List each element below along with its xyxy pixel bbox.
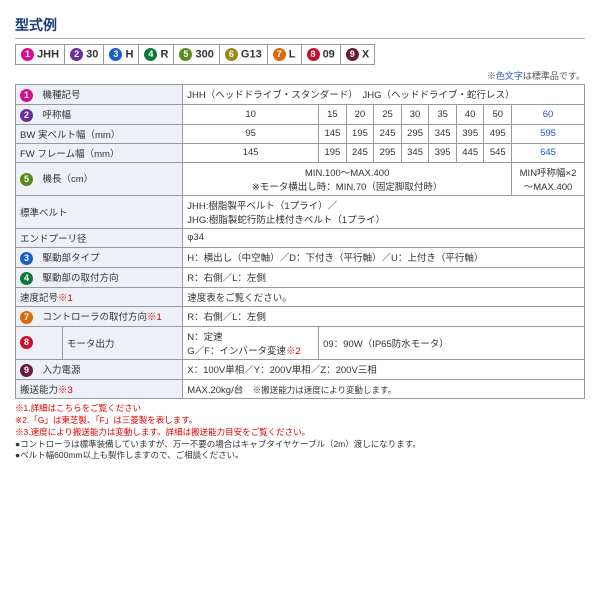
- model-cell: 7 L: [267, 45, 301, 65]
- model-cell: 1 JHH: [16, 45, 65, 65]
- spec-cell: 145: [183, 143, 319, 162]
- model-cell: 2 30: [65, 45, 104, 65]
- spec-cell: 245: [374, 124, 402, 143]
- spec-cell: 545: [484, 143, 512, 162]
- spec-cell: 25: [374, 104, 402, 124]
- spec-cell: 20: [346, 104, 374, 124]
- spec-cell: 40: [456, 104, 484, 124]
- color-note: ※色文字は標準品です。: [15, 69, 585, 82]
- spec-cell: 345: [429, 124, 457, 143]
- spec-table: 1 機種記号 JHH（ヘッドドライブ・スタンダード） JHG（ヘッドドライブ・蛇…: [15, 84, 585, 399]
- spec-cell: 295: [401, 124, 429, 143]
- spec-cell: 445: [456, 143, 484, 162]
- spec-cell: 30: [401, 104, 429, 124]
- model-cell: 8 09: [301, 45, 340, 65]
- spec-cell: 35: [429, 104, 457, 124]
- spec-cell: 645: [512, 143, 585, 162]
- spec-cell: 50: [484, 104, 512, 124]
- spec-cell: 145: [319, 124, 347, 143]
- section-title: 型式例: [15, 15, 585, 39]
- model-cell: 3 H: [104, 45, 139, 65]
- model-cell: 9 X: [340, 45, 374, 65]
- footnotes: ※1.詳細はこちらをご覧ください※2.「G」は東芝製、「F」は三菱製を表します。…: [15, 403, 585, 462]
- spec-cell: 95: [183, 124, 319, 143]
- spec-cell: 395: [429, 143, 457, 162]
- model-cell: 4 R: [139, 45, 174, 65]
- spec-cell: 195: [346, 124, 374, 143]
- spec-cell: 345: [401, 143, 429, 162]
- model-cell: 6 G13: [219, 45, 267, 65]
- spec-cell: 295: [374, 143, 402, 162]
- spec-cell: 195: [319, 143, 347, 162]
- model-cell: 5 300: [174, 45, 219, 65]
- spec-cell: 15: [319, 104, 347, 124]
- spec-cell: 495: [484, 124, 512, 143]
- spec-cell: 245: [346, 143, 374, 162]
- model-code-table: 1 JHH2 303 H4 R5 3006 G137 L8 099 X: [15, 44, 375, 65]
- spec-cell: 10: [183, 104, 319, 124]
- spec-cell: 395: [456, 124, 484, 143]
- spec-cell: 595: [512, 124, 585, 143]
- spec-cell: 60: [512, 104, 585, 124]
